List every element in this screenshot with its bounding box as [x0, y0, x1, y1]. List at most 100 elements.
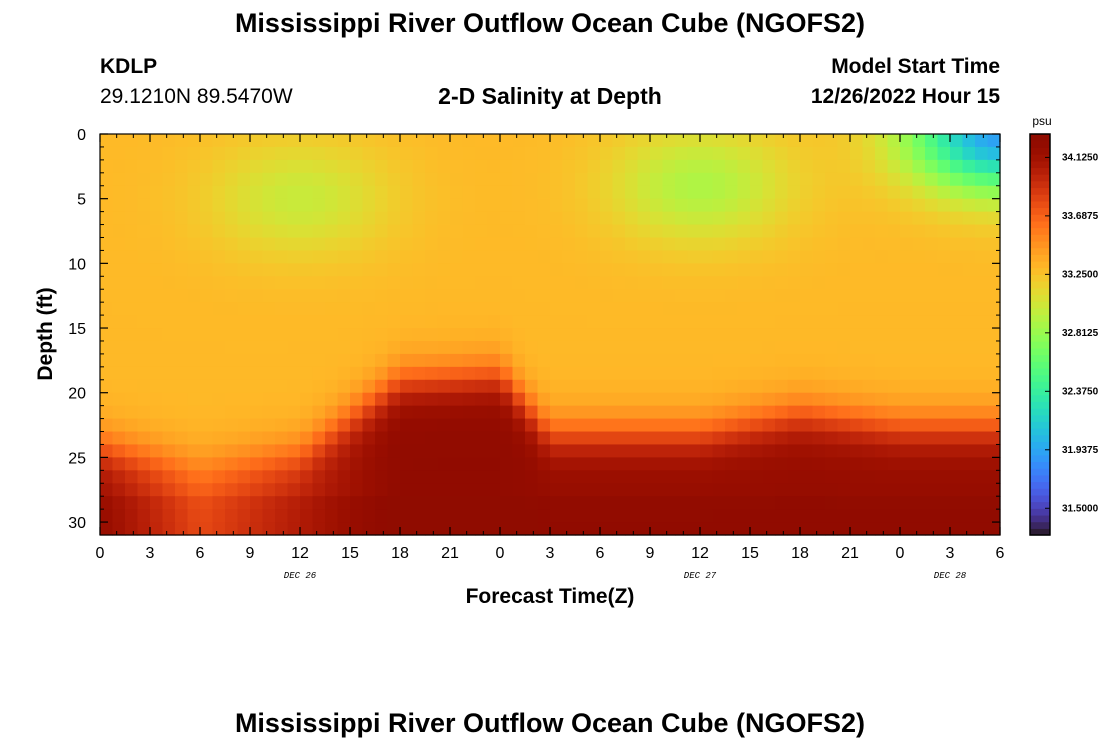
heatmap-cell	[850, 522, 864, 536]
heatmap-cell	[125, 418, 139, 433]
heatmap-cell	[300, 159, 314, 174]
heatmap-cell	[787, 340, 801, 355]
heatmap-cell	[450, 250, 464, 264]
colorbar-segment	[1030, 514, 1050, 523]
heatmap-cell	[962, 134, 976, 148]
colorbar-segment	[1030, 254, 1050, 262]
heatmap-cell	[637, 185, 651, 200]
heatmap-cell	[737, 172, 751, 187]
heatmap-cell	[800, 250, 814, 264]
heatmap-cell	[300, 509, 314, 523]
heatmap-cell	[800, 457, 814, 471]
heatmap-cell	[650, 134, 664, 148]
heatmap-cell	[612, 457, 626, 471]
colorbar-segment	[1030, 501, 1050, 509]
heatmap-cell	[325, 340, 339, 355]
heatmap-cell	[162, 185, 176, 200]
heatmap-cell	[900, 289, 914, 303]
heatmap-cell	[625, 509, 639, 523]
colorbar-segment	[1030, 167, 1050, 175]
heatmap-cell	[537, 237, 551, 252]
heatmap-cell	[412, 198, 426, 213]
heatmap-cell	[437, 159, 451, 174]
heatmap-cell	[837, 496, 851, 510]
heatmap-cell	[812, 418, 826, 433]
colorbar-segment	[1030, 341, 1050, 349]
heatmap-cell	[900, 366, 914, 381]
heatmap-cell	[175, 159, 189, 174]
heatmap-cell	[850, 470, 864, 484]
heatmap-cell	[825, 457, 839, 471]
heatmap-cell	[850, 509, 864, 523]
heatmap-cell	[512, 224, 526, 239]
heatmap-cell	[875, 366, 889, 381]
heatmap-cell	[700, 250, 714, 264]
heatmap-cell	[487, 224, 501, 239]
heatmap-cell	[887, 211, 901, 226]
heatmap-cell	[587, 185, 601, 200]
heatmap-cell	[737, 353, 751, 368]
heatmap-cell	[925, 263, 939, 277]
colorbar-segment	[1030, 367, 1050, 376]
heatmap-cell	[175, 211, 189, 226]
heatmap-cell	[250, 185, 264, 200]
colorbar-segment	[1030, 461, 1050, 469]
x-tick-label: 6	[196, 545, 205, 562]
heatmap-cell	[125, 211, 139, 226]
heatmap-cell	[787, 172, 801, 187]
heatmap-cell	[425, 353, 439, 368]
heatmap-cell	[350, 224, 364, 239]
heatmap-cell	[287, 522, 301, 536]
heatmap-cell	[537, 496, 551, 510]
heatmap-cell	[187, 276, 201, 290]
heatmap-cell	[825, 431, 839, 446]
heatmap-cell	[887, 509, 901, 523]
heatmap-cell	[475, 250, 489, 264]
heatmap-cell	[737, 276, 751, 290]
heatmap-cell	[250, 328, 264, 342]
heatmap-cell	[537, 172, 551, 187]
heatmap-cell	[862, 172, 876, 187]
heatmap-cell	[700, 146, 714, 161]
heatmap-cell	[750, 328, 764, 342]
heatmap-cell	[625, 457, 639, 471]
heatmap-cell	[575, 522, 589, 536]
heatmap-cell	[137, 198, 151, 213]
heatmap-cell	[837, 379, 851, 394]
heatmap-cell	[237, 224, 251, 239]
heatmap-cell	[237, 172, 251, 187]
heatmap-cell	[687, 379, 701, 394]
heatmap-cell	[100, 289, 114, 303]
heatmap-cell	[850, 263, 864, 277]
heatmap-cell	[187, 340, 201, 355]
heatmap-cell	[175, 172, 189, 187]
heatmap-cell	[100, 224, 114, 239]
heatmap-cell	[925, 379, 939, 394]
heatmap-cell	[162, 328, 176, 342]
heatmap-cell	[562, 522, 576, 536]
heatmap-cell	[212, 366, 226, 381]
heatmap-cell	[225, 134, 239, 148]
heatmap-cell	[550, 522, 564, 536]
heatmap-cell	[325, 159, 339, 174]
heatmap-cell	[762, 392, 776, 407]
heatmap-cell	[512, 198, 526, 213]
heatmap-cell	[912, 211, 926, 226]
heatmap-cell	[650, 431, 664, 446]
heatmap-cell	[725, 224, 739, 239]
heatmap-cell	[650, 237, 664, 252]
heatmap-cell	[575, 159, 589, 174]
heatmap-cell	[662, 237, 676, 252]
heatmap-cell	[800, 483, 814, 497]
heatmap-cell	[587, 366, 601, 381]
heatmap-cell	[212, 483, 226, 497]
heatmap-cell	[650, 353, 664, 368]
colorbar-segment	[1030, 227, 1050, 235]
heatmap-cell	[775, 159, 789, 174]
heatmap-cell	[137, 483, 151, 497]
heatmap-cell	[525, 483, 539, 497]
heatmap-cell	[975, 237, 989, 252]
heatmap-cell	[425, 509, 439, 523]
heatmap-cell	[662, 146, 676, 161]
heatmap-cell	[637, 522, 651, 536]
